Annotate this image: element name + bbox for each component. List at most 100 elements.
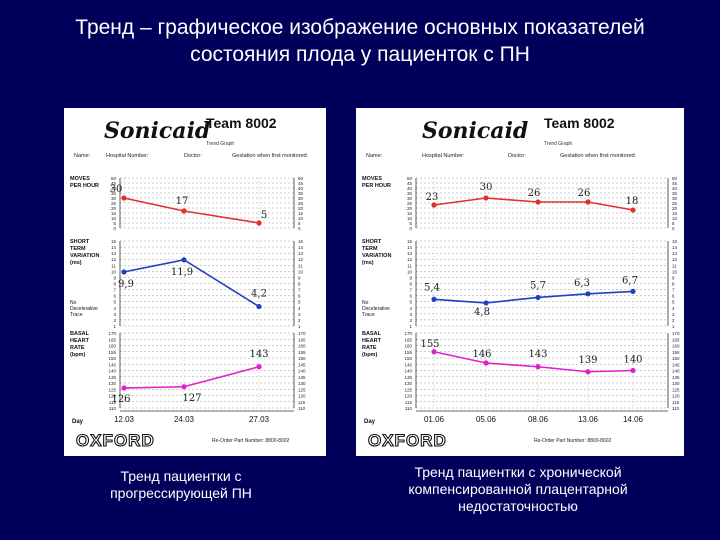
heart-rate-tick-right: 140: [672, 369, 680, 374]
heart-rate-data-label: 126: [111, 394, 130, 405]
heart-rate-tick-right: 115: [672, 400, 680, 405]
slide-title-line-1: Тренд – графическое изображение основных…: [75, 16, 645, 39]
stv-tick-left: 9: [113, 275, 116, 280]
stv-tick-right: 5: [672, 300, 675, 305]
moves-tick-left: 45: [111, 181, 117, 186]
stv-tick-right: 10: [672, 269, 678, 274]
reorder-number: Re-Order Part Number: 8800-8002: [534, 438, 611, 444]
heart-rate-data-label: 155: [420, 339, 439, 350]
moves-data-label: 30: [110, 184, 123, 195]
stv-section-label: VARIATION: [362, 253, 391, 259]
day-tick-label: 14.06: [623, 415, 644, 424]
heart-rate-tick-left: 120: [404, 394, 412, 399]
model-name: Team 8002: [206, 115, 277, 131]
heart-rate-data-label: 127: [182, 393, 201, 404]
heart-rate-tick-left: 160: [404, 344, 412, 349]
moves-tick-left: 35: [407, 191, 413, 196]
stv-data-point: [431, 296, 437, 302]
moves-tick-right: 10: [298, 216, 304, 221]
heart-rate-tick-left: 115: [109, 400, 117, 405]
heart-rate-tick-left: 115: [405, 400, 413, 405]
stv-tick-left: 7: [113, 288, 116, 293]
stv-tick-left: 9: [409, 275, 412, 280]
heart-rate-tick-left: 145: [404, 362, 412, 367]
day-tick-label: 24.03: [174, 415, 195, 424]
stv-tick-left: 10: [407, 269, 413, 274]
moves-tick-right: 15: [672, 211, 678, 216]
heart-rate-tick-right: 130: [298, 381, 306, 386]
stv-tick-left: 8: [409, 282, 412, 287]
stv-section-label: (ms): [70, 260, 82, 266]
stv-tick-left: 12: [407, 257, 413, 262]
stv-tick-left: 12: [111, 257, 117, 262]
oxford-logo: OXFORD: [76, 431, 155, 450]
heart-rate-data-point: [431, 349, 437, 355]
stv-tick-right: 2: [298, 318, 301, 323]
day-tick-label: 08.06: [528, 415, 549, 424]
moves-data-point: [585, 199, 591, 205]
stv-tick-right: 11: [672, 263, 677, 268]
heart-rate-tick-right: 155: [672, 350, 680, 355]
moves-tick-right: 0: [298, 226, 301, 231]
heart-rate-tick-right: 170: [672, 331, 680, 336]
stv-tick-left: 10: [111, 269, 117, 274]
moves-tick-right: 25: [672, 201, 678, 206]
stv-tick-left: 3: [409, 312, 412, 317]
moves-tick-left: 15: [111, 211, 117, 216]
moves-tick-left: 10: [111, 216, 117, 221]
moves-data-point: [181, 208, 187, 214]
moves-tick-left: 25: [111, 201, 117, 206]
moves-data-label: 18: [626, 196, 639, 207]
heart-rate-data-point: [121, 385, 127, 391]
doctor-label: Doctor:: [508, 153, 526, 159]
moves-tick-left: 5: [409, 221, 412, 226]
heart-rate-tick-right: 160: [672, 344, 680, 349]
stv-tick-right: 14: [672, 245, 678, 250]
moves-data-label: 17: [176, 196, 189, 207]
moves-tick-right: 35: [298, 191, 304, 196]
heart-rate-tick-left: 155: [404, 350, 412, 355]
stv-data-label: 4,2: [251, 289, 267, 300]
moves-tick-left: 25: [407, 201, 413, 206]
moves-tick-left: 50: [407, 176, 413, 181]
stv-tick-left: 13: [111, 251, 117, 256]
hospital-label: Hospital Number:: [106, 153, 149, 159]
heart-rate-tick-left: 110: [109, 406, 117, 411]
stv-tick-right: 15: [672, 239, 678, 244]
heart-rate-data-point: [483, 360, 489, 366]
heart-rate-tick-left: 135: [108, 375, 116, 380]
brand-logo: Sonicaid: [422, 118, 528, 144]
heart-rate-tick-right: 110: [298, 406, 306, 411]
brand-logo: Sonicaid: [104, 118, 210, 144]
stv-section-label: VARIATION: [70, 253, 99, 259]
moves-tick-right: 20: [298, 206, 304, 211]
stv-tick-left: 5: [409, 300, 412, 305]
heart-rate-tick-left: 140: [108, 369, 116, 374]
stv-data-point: [483, 300, 489, 306]
heart-rate-tick-left: 125: [108, 387, 116, 392]
heart-rate-tick-left: 140: [404, 369, 412, 374]
moves-tick-left: 0: [409, 226, 412, 231]
stv-series-line: [433, 290, 634, 304]
trend-chart-right: Sonicaid Team 8002 Trend Graph Name: Hospita…: [356, 108, 684, 456]
moves-tick-left: 50: [111, 176, 117, 181]
heart-rate-tick-right: 120: [298, 394, 306, 399]
stv-data-point: [585, 291, 591, 297]
stv-tick-right: 13: [672, 251, 678, 256]
stv-section-label: (ms): [362, 260, 374, 266]
moves-tick-right: 50: [298, 176, 304, 181]
stv-tick-left: 15: [407, 239, 413, 244]
moves-tick-right: 45: [298, 181, 304, 186]
heart-rate-tick-right: 160: [298, 344, 306, 349]
graph-subtitle: Trend Graph: [544, 141, 572, 147]
heart-rate-tick-left: 130: [108, 381, 116, 386]
heart-rate-section-label: RATE: [70, 345, 85, 351]
stv-tick-right: 8: [298, 282, 301, 287]
moves-data-label: 26: [528, 188, 541, 199]
moves-data-label: 26: [578, 188, 591, 199]
stv-data-label: 11,9: [171, 267, 193, 278]
stv-tick-left: 14: [407, 245, 413, 250]
heart-rate-data-point: [181, 384, 187, 390]
hospital-label: Hospital Number:: [422, 153, 465, 159]
heart-rate-data-label: 140: [623, 355, 642, 366]
